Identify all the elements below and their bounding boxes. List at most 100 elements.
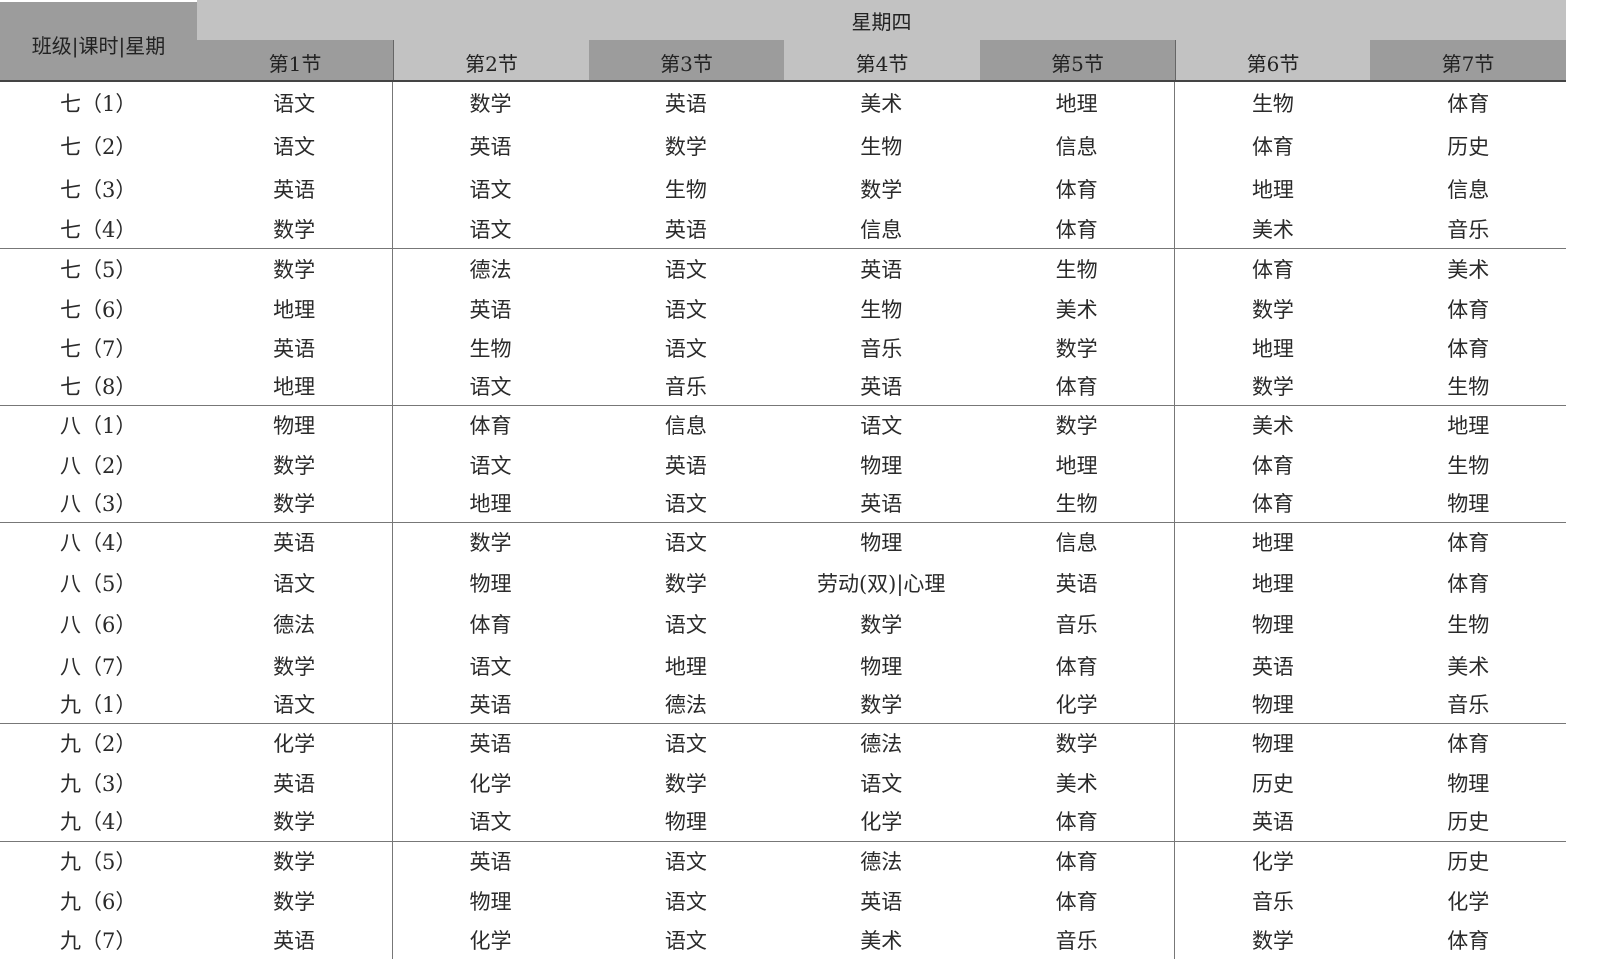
subject-cell: 地理 [1174, 521, 1371, 562]
table-row: 九（5） 数学 英语 语文 德法 体育 化学 历史 [0, 840, 1566, 881]
class-cell: 九（1） [60, 693, 137, 718]
table-row: 九（2） 化学 英语 语文 德法 数学 物理 体育 [0, 722, 1566, 763]
subject-cell: 地理 [1174, 328, 1371, 367]
table-row: 九（6） 数学 物理 语文 英语 体育 音乐 化学 [0, 881, 1566, 920]
subject-cell: 体育 [1447, 928, 1490, 953]
table-row: 七（2） 语文 英语 数学 生物 信息 体育 历史 [0, 124, 1566, 168]
subject-cell: 英语 [391, 289, 589, 328]
table-row: 九（3） 英语 化学 数学 语文 美术 历史 物理 [0, 763, 1566, 802]
subject-cell: 英语 [1055, 571, 1098, 596]
subject-cell: 英语 [664, 453, 707, 478]
subject-cell: 美术 [1370, 247, 1566, 289]
subject-cell: 生物 [860, 297, 903, 322]
subject-cell: 物理 [196, 404, 393, 445]
subject-cell: 生物 [664, 178, 707, 202]
subject-cell: 地理 [1055, 92, 1098, 116]
period-header: 第3节 [589, 40, 784, 80]
period-label: 第5节 [1051, 51, 1104, 76]
subject-cell: 语文 [273, 693, 316, 718]
subject-cell: 数学 [391, 521, 589, 562]
subject-cell: 数学 [273, 810, 316, 835]
subject-cell: 语文 [664, 928, 707, 953]
subject-cell: 数学 [860, 693, 903, 718]
class-cell: 九（5） [0, 840, 197, 881]
subject-cell: 数学 [664, 135, 707, 159]
table-row: 八（1） 物理 体育 信息 语文 数学 美术 地理 [0, 404, 1566, 445]
class-cell: 七（4） [60, 217, 137, 242]
subject-cell: 数学 [664, 771, 707, 796]
subject-cell: 英语 [273, 928, 316, 953]
subject-cell: 美术 [1447, 654, 1490, 679]
class-cell: 七（7） [60, 336, 137, 361]
period-header: 第7节 [1370, 40, 1566, 80]
class-cell: 八（2） [60, 453, 137, 478]
subject-cell: 音乐 [1447, 217, 1490, 242]
subject-cell: 语文 [664, 889, 707, 914]
corner-label: 班级|课时|星期 [31, 34, 166, 58]
subject-cell: 德法 [391, 247, 589, 289]
subject-cell: 英语 [273, 771, 316, 796]
subject-cell: 英语 [860, 491, 903, 516]
subject-cell: 物理 [1447, 491, 1490, 516]
subject-cell: 地理 [1370, 404, 1566, 445]
subject-cell: 音乐 [664, 374, 707, 399]
day-header: 星期四 [197, 0, 1566, 40]
subject-cell: 数学 [1174, 289, 1371, 328]
subject-cell: 生物 [978, 247, 1175, 289]
class-cell: 七（6） [60, 297, 137, 322]
table-row: 七（4） 数学 语文 英语 信息 体育 美术 音乐 [0, 210, 1566, 248]
subject-cell: 历史 [1447, 135, 1490, 159]
subject-cell: 体育 [1174, 124, 1371, 168]
subject-cell: 生物 [1055, 491, 1098, 516]
class-cell: 九（7） [60, 928, 137, 953]
table-row: 七（1） 语文 数学 英语 美术 地理 生物 体育 [0, 81, 1566, 124]
subject-cell: 数学 [391, 81, 589, 124]
subject-cell: 英语 [391, 686, 589, 723]
subject-cell: 生物 [1447, 374, 1490, 399]
subject-cell: 化学 [391, 763, 589, 802]
subject-cell: 地理 [273, 297, 316, 322]
subject-cell: 音乐 [1055, 613, 1098, 637]
subject-cell: 物理 [1174, 686, 1371, 723]
subject-cell: 德法 [664, 693, 707, 718]
subject-cell: 语文 [588, 722, 784, 763]
subject-cell: 地理 [1055, 453, 1098, 478]
table-row: 八（4） 英语 数学 语文 物理 信息 地理 体育 [0, 521, 1566, 562]
subject-cell: 数学 [273, 453, 316, 478]
subject-cell: 数学 [273, 889, 316, 914]
table-row: 七（6） 地理 英语 语文 生物 美术 数学 体育 [0, 289, 1566, 328]
subject-cell: 体育 [1447, 92, 1490, 116]
subject-cell: 物理 [1174, 603, 1371, 645]
subject-cell: 语文 [391, 802, 589, 841]
class-cell: 七（2） [60, 135, 137, 159]
subject-cell: 语文 [391, 645, 589, 686]
period-header: 第5节 [980, 40, 1175, 80]
subject-cell: 美术 [1055, 771, 1098, 796]
subject-cell: 语文 [391, 367, 589, 405]
subject-cell: 地理 [1174, 168, 1371, 210]
period-label: 第2节 [465, 51, 518, 76]
class-cell: 八（7） [60, 654, 137, 679]
subject-cell: 英语 [1174, 802, 1371, 841]
class-cell: 七（3） [60, 178, 137, 202]
subject-cell: 体育 [1055, 178, 1098, 202]
subject-cell: 信息 [588, 404, 784, 445]
subject-cell: 语文 [588, 247, 784, 289]
subject-cell: 英语 [783, 247, 979, 289]
class-cell: 九（6） [60, 889, 137, 914]
subject-cell: 体育 [1447, 297, 1490, 322]
subject-cell: 音乐 [1174, 881, 1371, 920]
subject-cell: 物理 [664, 810, 707, 835]
day-label: 星期四 [851, 9, 912, 34]
subject-cell: 生物 [1447, 453, 1490, 478]
subject-cell: 体育 [391, 404, 589, 445]
subject-cell: 体育 [1447, 571, 1490, 596]
subject-cell: 英语 [664, 92, 707, 116]
table-row: 九（4） 数学 语文 物理 化学 体育 英语 历史 [0, 802, 1566, 841]
subject-cell: 生物 [860, 135, 903, 159]
table-row: 八（7） 数学 语文 地理 物理 体育 英语 美术 [0, 645, 1566, 686]
subject-cell: 劳动(双)|心理 [816, 571, 946, 596]
subject-cell: 语文 [273, 571, 316, 596]
subject-cell: 美术 [860, 928, 903, 953]
subject-cell: 体育 [1055, 889, 1098, 914]
